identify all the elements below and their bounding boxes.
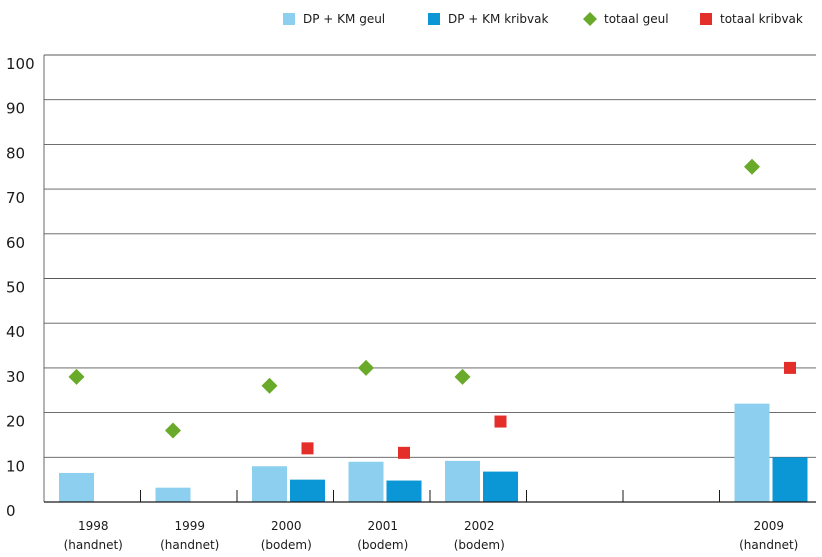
- marker-totaal-geul: [454, 368, 471, 385]
- x-tick-label-method: (handnet): [64, 538, 123, 552]
- marker-totaal-geul: [358, 359, 374, 376]
- bar-dp-km-geul: [348, 461, 384, 502]
- bar-dp-km-geul: [252, 466, 287, 502]
- y-tick-label: 30: [6, 368, 25, 386]
- y-axis-ticks: 0 10 20 30 40 50 60 70 80 90 100: [6, 55, 35, 520]
- x-tick-label-method: (handnet): [739, 538, 798, 552]
- legend-swatch: [283, 13, 295, 25]
- marker-totaal-geul: [261, 377, 278, 394]
- bar-dp-km-geul: [155, 487, 191, 502]
- x-tick-label-year: 2009: [753, 519, 784, 533]
- legend-swatch: [700, 13, 712, 25]
- y-tick-label: 0: [6, 502, 16, 520]
- marker-totaal-kribvak: [784, 361, 796, 374]
- y-tick-label: 60: [6, 234, 25, 252]
- y-tick-label: 10: [6, 457, 25, 475]
- legend-label: DP + KM kribvak: [448, 12, 548, 26]
- x-tick-label-year: 2001: [367, 519, 398, 533]
- bar-dp-km-geul: [445, 460, 480, 502]
- legend-label: totaal geul: [604, 12, 669, 26]
- x-tick-label-method: (bodem): [261, 538, 312, 552]
- x-tick-label-method: (bodem): [357, 538, 408, 552]
- marker-totaal-geul: [165, 422, 181, 439]
- legend: DP + KM geul DP + KM kribvak totaal geul to…: [283, 12, 803, 26]
- marker-totaal-kribvak: [301, 442, 314, 455]
- x-axis: 1998 (handnet) 1999 (handnet) 2000 (bodem) 200…: [44, 490, 816, 552]
- markers: [68, 158, 796, 459]
- y-tick-label: 100: [6, 55, 35, 73]
- legend-swatch: [428, 13, 440, 25]
- bar-dp-km-kribvak: [772, 457, 808, 502]
- x-tick-label-method: (handnet): [160, 538, 219, 552]
- bars: [59, 403, 808, 502]
- x-tick-label-year: 2002: [464, 519, 495, 533]
- marker-totaal-kribvak: [398, 446, 410, 459]
- bar-dp-km-geul: [734, 403, 770, 502]
- y-tick-label: 40: [6, 323, 25, 341]
- marker-totaal-kribvak: [494, 415, 507, 428]
- x-tick-label-year: 1999: [174, 519, 205, 533]
- bar-dp-km-kribvak: [386, 480, 422, 502]
- gridlines: [43, 54, 816, 502]
- bar-dp-km-kribvak: [483, 471, 518, 502]
- bar-dp-km-geul: [59, 472, 94, 502]
- y-tick-label: 70: [6, 189, 25, 207]
- legend-label: DP + KM geul: [303, 12, 385, 26]
- legend-swatch-diamond: [583, 12, 597, 26]
- x-tick-label-method: (bodem): [454, 538, 505, 552]
- y-tick-label: 90: [6, 100, 25, 118]
- y-tick-label: 80: [6, 144, 25, 162]
- legend-label: totaal kribvak: [720, 12, 803, 26]
- marker-totaal-geul: [68, 368, 85, 385]
- marker-totaal-geul: [744, 158, 760, 175]
- x-tick-label-year: 2000: [271, 519, 302, 533]
- x-tick-label-year: 1998: [78, 519, 109, 533]
- bar-dp-km-kribvak: [290, 479, 325, 502]
- y-tick-label: 20: [6, 413, 25, 431]
- y-tick-label: 50: [6, 279, 25, 297]
